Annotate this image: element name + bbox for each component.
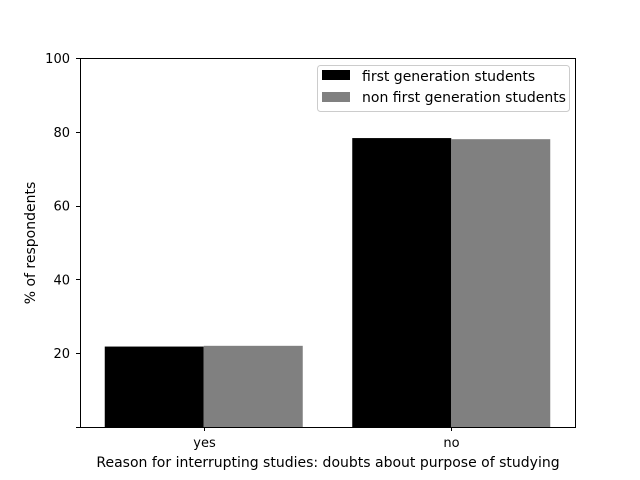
y-tick-label: 80 xyxy=(53,126,70,141)
bars-layer xyxy=(104,138,551,427)
plot-frame xyxy=(80,58,576,428)
y-axis-label: % of respondents xyxy=(23,182,39,305)
y-tick-label: 40 xyxy=(53,273,70,288)
y-tick-label: 100 xyxy=(45,52,70,67)
bar-first-generation-yes xyxy=(104,346,204,427)
legend-swatch-first-generation xyxy=(322,70,350,80)
legend: first generation students non first gene… xyxy=(317,65,570,112)
x-axis-label: Reason for interrupting studies: doubts … xyxy=(96,455,559,471)
legend-label-non-first-generation: non first generation students xyxy=(362,90,566,106)
bar-first-generation-no xyxy=(352,138,452,427)
bar-non-first-generation-no xyxy=(451,139,551,427)
y-tick-label: 60 xyxy=(53,200,70,215)
x-tick-label-yes: yes xyxy=(193,436,216,451)
y-tick-label: 20 xyxy=(53,347,70,362)
x-tick-label-no: no xyxy=(443,436,459,451)
x-axis: yes no xyxy=(193,427,460,451)
legend-swatch-non-first-generation xyxy=(322,92,350,102)
legend-label-first-generation: first generation students xyxy=(362,69,535,85)
legend-box xyxy=(317,65,570,112)
y-axis: 20 40 60 80 100 xyxy=(45,52,80,428)
bar-non-first-generation-yes xyxy=(203,345,303,427)
